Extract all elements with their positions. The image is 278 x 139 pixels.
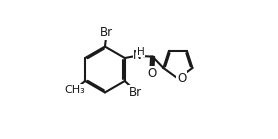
Text: Br: Br (100, 26, 113, 39)
Text: CH₃: CH₃ (64, 85, 85, 95)
Text: O: O (147, 67, 157, 80)
Text: H: H (137, 47, 145, 57)
Text: Br: Br (129, 86, 142, 99)
Text: N: N (133, 49, 142, 62)
Text: O: O (177, 72, 187, 85)
